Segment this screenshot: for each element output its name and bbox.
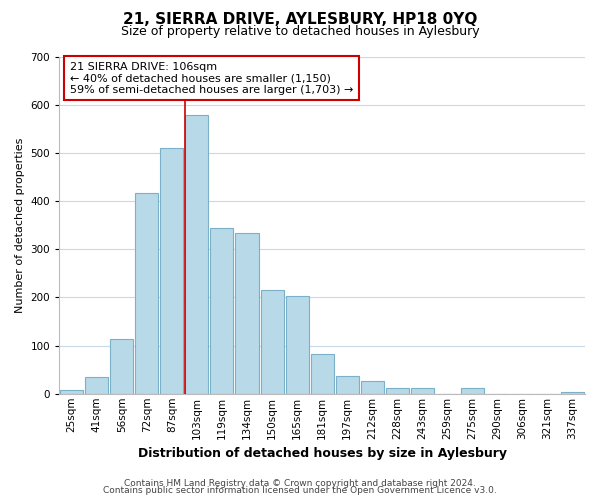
Bar [335, 376, 359, 394]
Bar [211, 228, 233, 394]
Bar [361, 381, 383, 394]
Y-axis label: Number of detached properties: Number of detached properties [15, 138, 25, 313]
Bar [136, 194, 158, 394]
Bar [411, 388, 434, 394]
Bar [185, 116, 208, 394]
Text: Size of property relative to detached houses in Aylesbury: Size of property relative to detached ho… [121, 25, 479, 38]
Bar [311, 354, 334, 394]
Bar [260, 290, 284, 394]
Bar [235, 234, 259, 394]
Bar [160, 148, 184, 394]
Text: 21, SIERRA DRIVE, AYLESBURY, HP18 0YQ: 21, SIERRA DRIVE, AYLESBURY, HP18 0YQ [123, 12, 477, 28]
Bar [561, 392, 584, 394]
Bar [286, 296, 308, 394]
Text: Contains public sector information licensed under the Open Government Licence v3: Contains public sector information licen… [103, 486, 497, 495]
X-axis label: Distribution of detached houses by size in Aylesbury: Distribution of detached houses by size … [137, 447, 506, 460]
Bar [386, 388, 409, 394]
Bar [110, 340, 133, 394]
Text: Contains HM Land Registry data © Crown copyright and database right 2024.: Contains HM Land Registry data © Crown c… [124, 478, 476, 488]
Bar [60, 390, 83, 394]
Bar [461, 388, 484, 394]
Bar [85, 377, 108, 394]
Text: 21 SIERRA DRIVE: 106sqm
← 40% of detached houses are smaller (1,150)
59% of semi: 21 SIERRA DRIVE: 106sqm ← 40% of detache… [70, 62, 353, 95]
